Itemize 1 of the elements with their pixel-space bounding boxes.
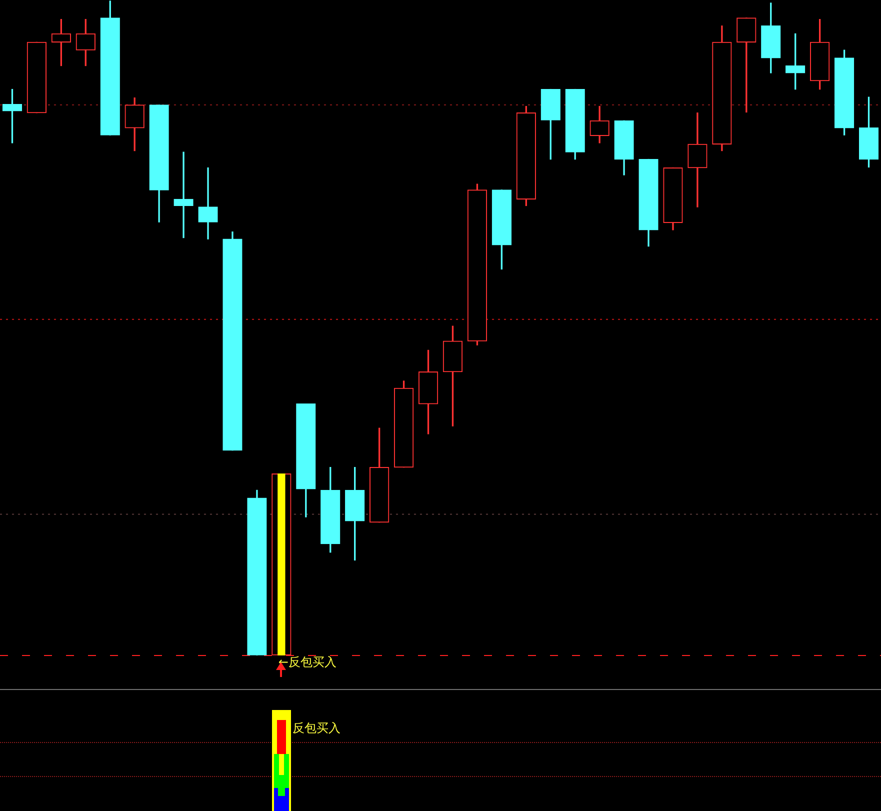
text: 反包买入 [292,720,340,737]
